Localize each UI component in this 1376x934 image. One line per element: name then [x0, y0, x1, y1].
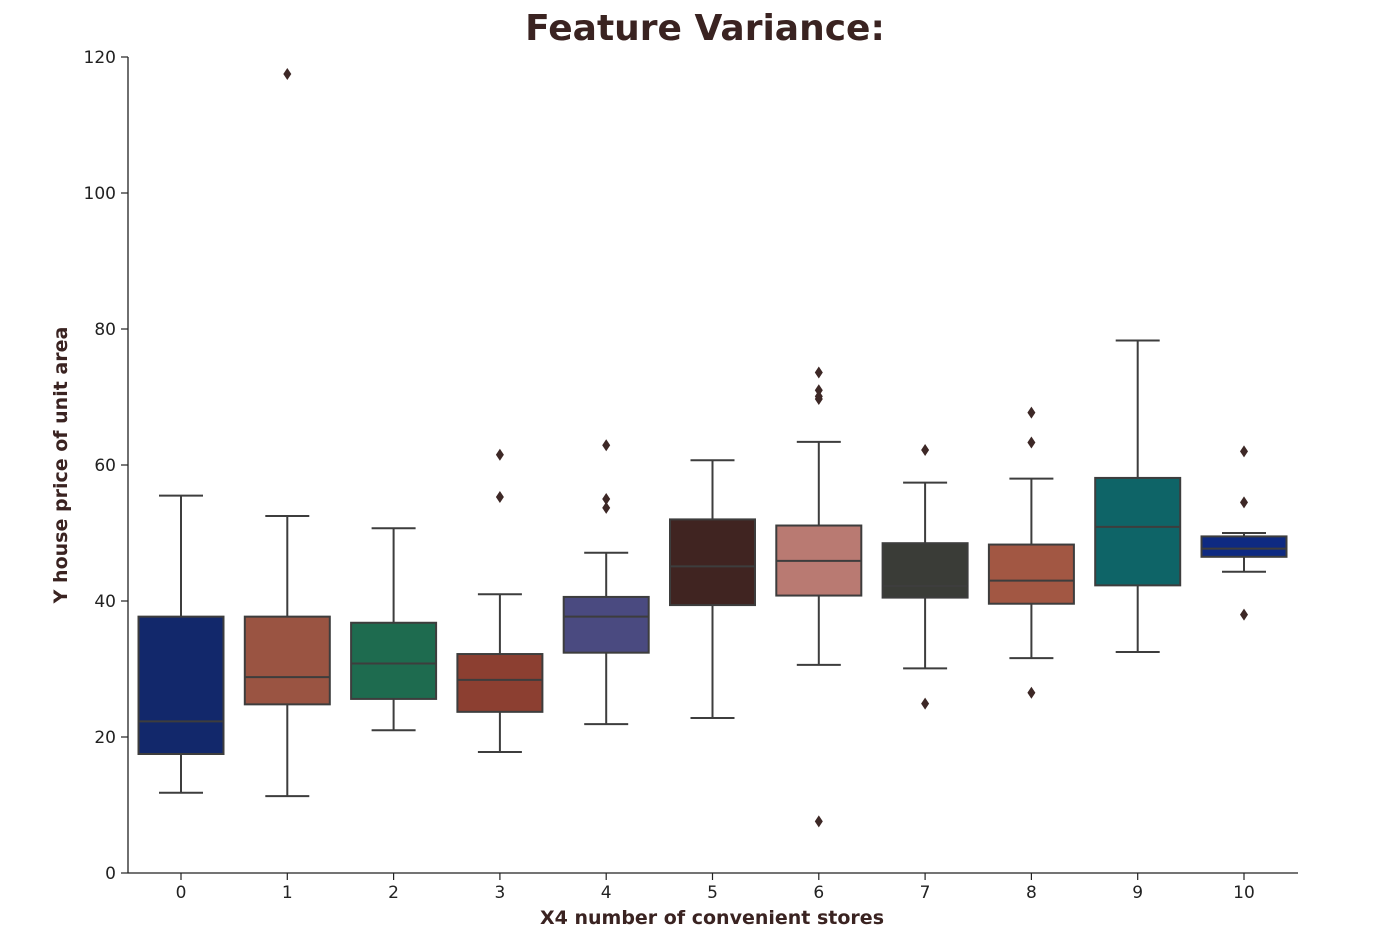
x-tick-label: 0	[176, 883, 187, 903]
x-tick-label: 4	[601, 883, 612, 903]
box-group-8	[987, 406, 1075, 699]
box-iqr	[456, 653, 544, 713]
x-tick-label: 1	[282, 883, 293, 903]
box-iqr	[669, 518, 756, 607]
outlier-point	[814, 366, 823, 379]
box-iqr	[1200, 535, 1288, 558]
x-tick-label: 3	[494, 883, 505, 903]
box-group-6	[775, 366, 863, 828]
y-tick-label: 0	[105, 864, 116, 884]
box-group-4	[562, 439, 650, 726]
box-iqr	[350, 621, 438, 700]
chart-title: Feature Variance:	[525, 8, 885, 49]
box-group-3	[456, 448, 544, 753]
outlier-point	[921, 697, 930, 710]
x-tick-label: 5	[707, 883, 718, 903]
outlier-point	[1027, 436, 1036, 449]
x-axis-label: X4 number of convenient stores	[540, 907, 884, 929]
box-group-1	[243, 68, 331, 798]
box-group-0	[137, 494, 225, 794]
outlier-point	[495, 448, 504, 461]
y-tick-label: 40	[94, 592, 116, 612]
box-iqr	[562, 595, 650, 654]
y-tick-label: 80	[94, 320, 116, 340]
outlier-point	[1027, 686, 1036, 699]
box-group-7	[881, 444, 969, 710]
box-iqr	[881, 542, 969, 599]
x-tick-label: 7	[920, 883, 931, 903]
outlier-point	[1240, 496, 1248, 509]
y-tick-label: 20	[94, 728, 116, 748]
x-tick-label: 6	[813, 883, 824, 903]
x-tick-label: 9	[1132, 883, 1143, 903]
outlier-point	[602, 501, 611, 514]
box-iqr	[137, 615, 225, 756]
outlier-point	[1027, 406, 1036, 419]
y-axis-label: Y house price of unit area	[50, 327, 72, 605]
box-group-2	[350, 527, 438, 732]
outlier-point	[495, 490, 504, 503]
x-tick-label: 8	[1026, 883, 1037, 903]
plot-area: 0 20 40 60 80 100 120 0 1 2 3 4 5 6 7 8 9 10	[84, 48, 1298, 903]
outlier-point	[283, 68, 292, 80]
outlier-point	[1240, 445, 1248, 458]
y-tick-label: 100	[84, 184, 116, 204]
box-iqr	[987, 543, 1075, 605]
outlier-point	[814, 384, 823, 397]
outlier-point	[814, 390, 823, 403]
box-iqr	[1094, 476, 1182, 587]
box-group-5	[669, 459, 756, 719]
outlier-point	[602, 439, 611, 452]
outlier-point	[814, 815, 823, 828]
x-tick-label: 2	[388, 883, 399, 903]
outlier-point	[602, 493, 611, 505]
box-iqr	[243, 615, 331, 706]
box-group-10	[1200, 445, 1288, 621]
x-tick-label: 10	[1233, 883, 1255, 903]
box-group-9	[1094, 339, 1182, 653]
outlier-point	[921, 444, 930, 457]
outlier-point	[1240, 608, 1248, 621]
y-tick-label: 120	[84, 48, 116, 68]
y-tick-label: 60	[94, 456, 116, 476]
